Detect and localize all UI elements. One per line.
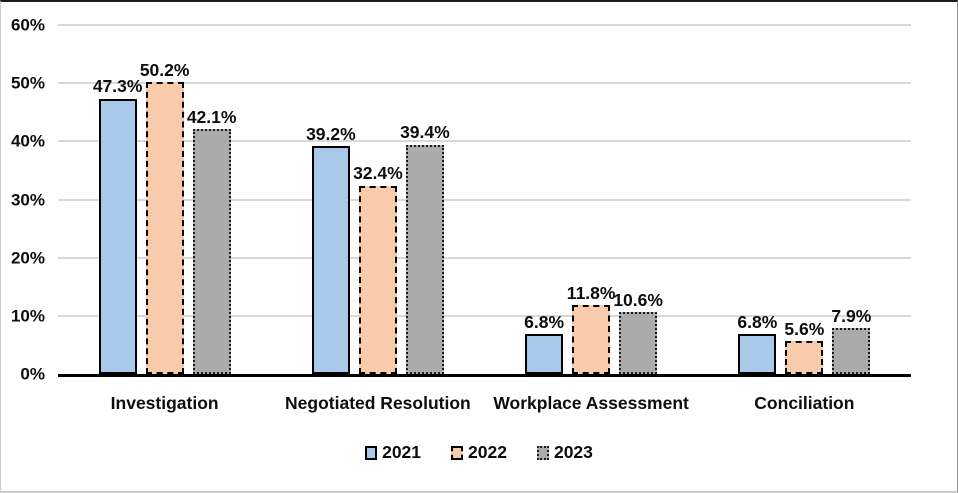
legend: 2021 2022 2023 [1, 442, 957, 462]
y-axis-tick-label: 0% [20, 364, 45, 384]
y-axis-tick-label: 30% [10, 190, 45, 209]
y-axis-tick-label: 40% [10, 131, 45, 151]
bar-investigation-2022: 50.2% [140, 61, 189, 374]
x-axis-label-workplace-assessment: Workplace Assessment [493, 393, 689, 413]
legend-label: 2023 [553, 442, 593, 462]
y-axis-tick-label: 20% [10, 248, 45, 268]
gridline [58, 82, 911, 85]
bar-value-label: 47.3% [92, 76, 143, 97]
plot-area: 60% 50% 40% 30% 20% 10% 0% 47.3% 50.2% 42.1% 39.2%… [11, 17, 911, 383]
bar-value-label: 6.8% [737, 311, 778, 332]
gridline [58, 256, 911, 259]
bar-value-label: 7.9% [831, 305, 872, 326]
legend-swatch-2023-icon [536, 445, 549, 460]
y-axis-tick-label: 60% [10, 15, 45, 35]
bar-value-label: 39.2% [306, 123, 356, 144]
bar-investigation-2021: 47.3% [93, 78, 142, 374]
x-axis-label-negotiated-resolution: Negotiated Resolution [285, 393, 471, 413]
legend-label: 2022 [468, 442, 507, 462]
bar-value-label: 39.4% [400, 122, 450, 143]
bar-negotiated-resolution-2023: 39.4% [400, 124, 450, 374]
legend-item-2021: 2021 [365, 442, 422, 462]
bar-investigation-2023: 42.1% [187, 108, 236, 374]
legend-swatch-2021-icon [365, 445, 378, 460]
bar-value-label: 32.4% [353, 163, 403, 184]
bar-value-label: 6.8% [524, 311, 565, 332]
bar-workplace-assessment-2023: 10.6% [613, 291, 663, 374]
bar-value-label: 42.1% [186, 106, 237, 127]
bar-negotiated-resolution-2022: 32.4% [353, 165, 403, 374]
legend-item-2022: 2022 [451, 442, 507, 462]
bar-negotiated-resolution-2021: 39.2% [306, 125, 356, 374]
bar-value-label: 50.2% [139, 59, 190, 80]
legend-swatch-2022-icon [451, 445, 464, 460]
gridline [58, 314, 911, 317]
gridline [58, 140, 911, 143]
bar-value-label: 10.6% [613, 289, 663, 310]
y-axis-tick-label: 50% [10, 73, 45, 93]
x-axis-label-conciliation: Conciliation [754, 393, 855, 413]
bar-group-negotiated-resolution: 39.2% 32.4% 39.4% [271, 25, 484, 374]
bar-workplace-assessment-2022: 11.8% [567, 284, 615, 374]
gridline [58, 24, 911, 26]
bar-value-label: 11.8% [566, 282, 616, 303]
bar-conciliation-2022: 5.6% [784, 320, 824, 374]
gridline [58, 198, 911, 201]
bar-workplace-assessment-2021: 6.8% [524, 313, 564, 374]
bar-conciliation-2023: 7.9% [831, 307, 871, 374]
x-axis-category-labels: Investigation Negotiated Resolution Workpl… [58, 393, 911, 414]
bar-value-label: 5.6% [784, 318, 825, 339]
bar-groups: 47.3% 50.2% 42.1% 39.2% 32.4% 39.4% 6.8% 11.8% 1… [58, 25, 911, 374]
legend-item-2023: 2023 [536, 442, 593, 462]
y-axis-tick-label: 10% [10, 306, 45, 326]
bar-conciliation-2021: 6.8% [737, 313, 777, 374]
x-axis-label-investigation: Investigation [110, 393, 219, 413]
bar-group-conciliation: 6.8% 5.6% 7.9% [698, 25, 911, 374]
bar-group-workplace-assessment: 6.8% 11.8% 10.6% [485, 25, 698, 374]
legend-label: 2021 [382, 442, 422, 462]
bar-group-investigation: 47.3% 50.2% 42.1% [58, 25, 271, 374]
